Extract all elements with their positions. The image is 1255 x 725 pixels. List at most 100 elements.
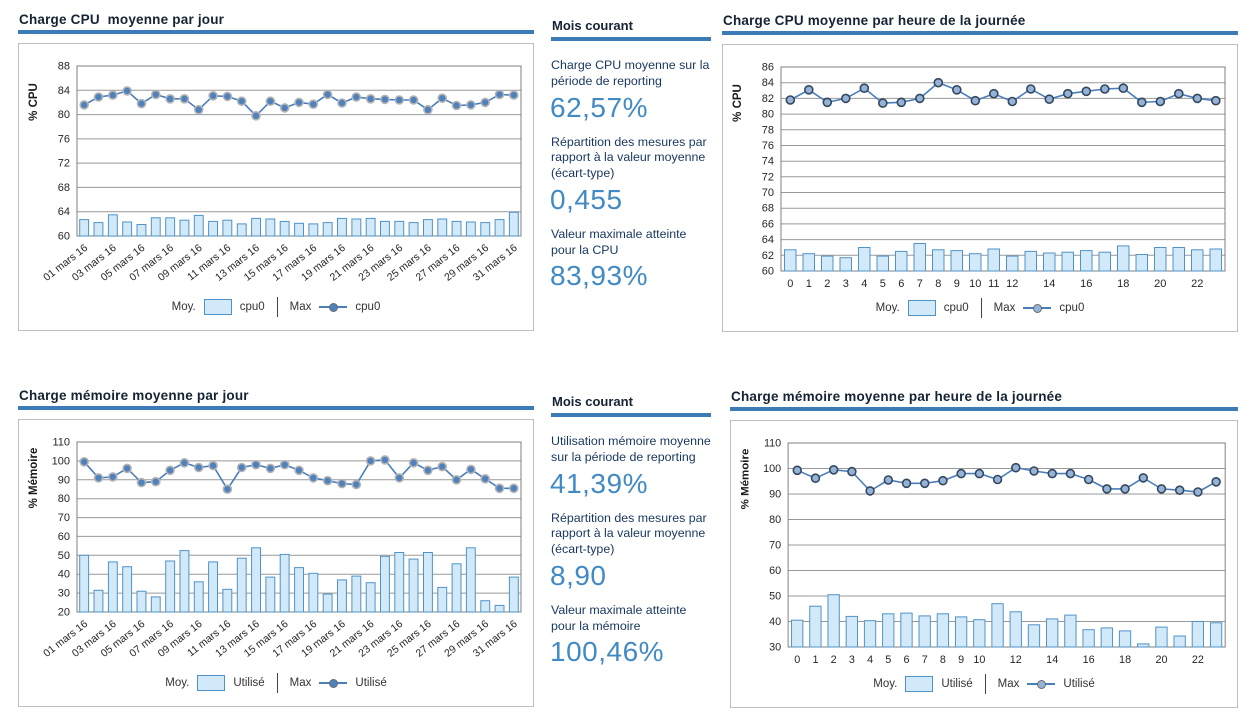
line-point bbox=[423, 465, 433, 476]
svg-text:9: 9 bbox=[954, 278, 960, 290]
line-point bbox=[1155, 96, 1166, 107]
bar bbox=[351, 575, 362, 613]
line-point bbox=[480, 97, 491, 108]
line-point bbox=[193, 104, 204, 115]
svg-text:10: 10 bbox=[969, 278, 981, 290]
bar bbox=[79, 219, 90, 237]
bar bbox=[1009, 611, 1022, 648]
line-point bbox=[1081, 86, 1092, 97]
bar bbox=[394, 552, 405, 613]
bar bbox=[809, 605, 822, 648]
bar bbox=[494, 219, 505, 237]
bar bbox=[900, 612, 913, 648]
legend-line-marker-icon bbox=[1027, 678, 1056, 690]
bar bbox=[1154, 247, 1167, 272]
stat-label: Valeur maximale atteinte pour la mémoire bbox=[551, 602, 687, 633]
bar bbox=[423, 219, 433, 237]
legend-max-series: Utilisé bbox=[1063, 678, 1095, 690]
bar bbox=[784, 249, 797, 272]
legend-bar-swatch-icon bbox=[197, 675, 226, 691]
svg-text:110: 110 bbox=[764, 437, 781, 449]
line-point bbox=[279, 103, 290, 113]
bar bbox=[251, 217, 262, 237]
line-point bbox=[165, 465, 175, 476]
line-point bbox=[151, 89, 161, 100]
svg-text:80: 80 bbox=[58, 109, 70, 121]
bar bbox=[480, 600, 491, 613]
line-point bbox=[841, 93, 851, 104]
bar bbox=[791, 619, 804, 648]
line-point bbox=[122, 86, 132, 96]
bar bbox=[508, 211, 519, 237]
line-point bbox=[896, 97, 907, 108]
svg-text:16: 16 bbox=[1083, 654, 1095, 666]
line-point bbox=[451, 474, 462, 485]
svg-text:40: 40 bbox=[58, 569, 70, 581]
bar bbox=[265, 576, 276, 613]
line-point bbox=[1156, 484, 1167, 494]
svg-text:6: 6 bbox=[904, 654, 910, 666]
bar bbox=[1172, 247, 1185, 272]
svg-text:50: 50 bbox=[58, 550, 70, 562]
stat-memory-max: Valeur maximale atteinte pour la mémoire… bbox=[550, 602, 711, 669]
line-point bbox=[974, 468, 985, 479]
line-point bbox=[423, 104, 433, 115]
line-point bbox=[79, 456, 89, 467]
svg-text:80: 80 bbox=[762, 109, 774, 121]
line-point bbox=[970, 95, 981, 106]
line-point bbox=[265, 463, 276, 474]
bar bbox=[437, 586, 448, 613]
line-point bbox=[294, 97, 304, 108]
line-point bbox=[251, 459, 261, 470]
line-point bbox=[408, 457, 419, 468]
stats-panel-title: Mois courant bbox=[552, 394, 633, 409]
bar bbox=[179, 550, 190, 613]
legend-avg-series: cpu0 bbox=[239, 301, 265, 313]
line-point bbox=[938, 475, 948, 486]
legend-max-series: cpu0 bbox=[355, 301, 381, 313]
svg-text:76: 76 bbox=[58, 133, 70, 145]
bar bbox=[1027, 624, 1041, 648]
line-point bbox=[1174, 485, 1185, 495]
svg-text:68: 68 bbox=[762, 203, 774, 215]
bar bbox=[991, 603, 1004, 648]
bar bbox=[365, 582, 376, 613]
line-point bbox=[792, 465, 802, 476]
line-point bbox=[988, 88, 999, 99]
line-point bbox=[828, 464, 839, 475]
svg-text:110: 110 bbox=[52, 437, 70, 449]
title-underline bbox=[730, 407, 1238, 411]
svg-text:3: 3 bbox=[849, 654, 855, 666]
line-point bbox=[208, 90, 218, 101]
line-point bbox=[265, 96, 276, 107]
bar bbox=[918, 615, 931, 648]
svg-text:60: 60 bbox=[58, 531, 70, 543]
svg-text:20: 20 bbox=[58, 607, 70, 619]
line-point bbox=[1047, 468, 1057, 479]
svg-text:3: 3 bbox=[843, 278, 849, 290]
plot-border bbox=[787, 442, 1226, 648]
svg-text:20: 20 bbox=[1155, 654, 1167, 666]
line-point bbox=[193, 462, 204, 473]
bar bbox=[193, 214, 204, 237]
stat-value: 8,90 bbox=[550, 559, 607, 591]
bar bbox=[380, 555, 390, 613]
svg-text:100: 100 bbox=[52, 455, 70, 467]
line-point bbox=[804, 84, 814, 95]
bar bbox=[1046, 618, 1059, 648]
bar bbox=[1191, 249, 1204, 272]
legend-bar-swatch-icon bbox=[203, 299, 232, 315]
legend-avg-series: cpu0 bbox=[943, 302, 969, 314]
svg-text:18: 18 bbox=[1119, 654, 1131, 666]
line-point bbox=[136, 98, 147, 109]
line-point bbox=[308, 473, 319, 483]
line-point bbox=[79, 100, 89, 110]
line-point bbox=[466, 100, 476, 110]
line-point bbox=[956, 468, 966, 479]
line-point bbox=[920, 478, 930, 489]
legend-max-label: Max bbox=[993, 302, 1016, 314]
chart-legend: Moy. Utilisé Max Utilisé bbox=[731, 667, 1237, 707]
